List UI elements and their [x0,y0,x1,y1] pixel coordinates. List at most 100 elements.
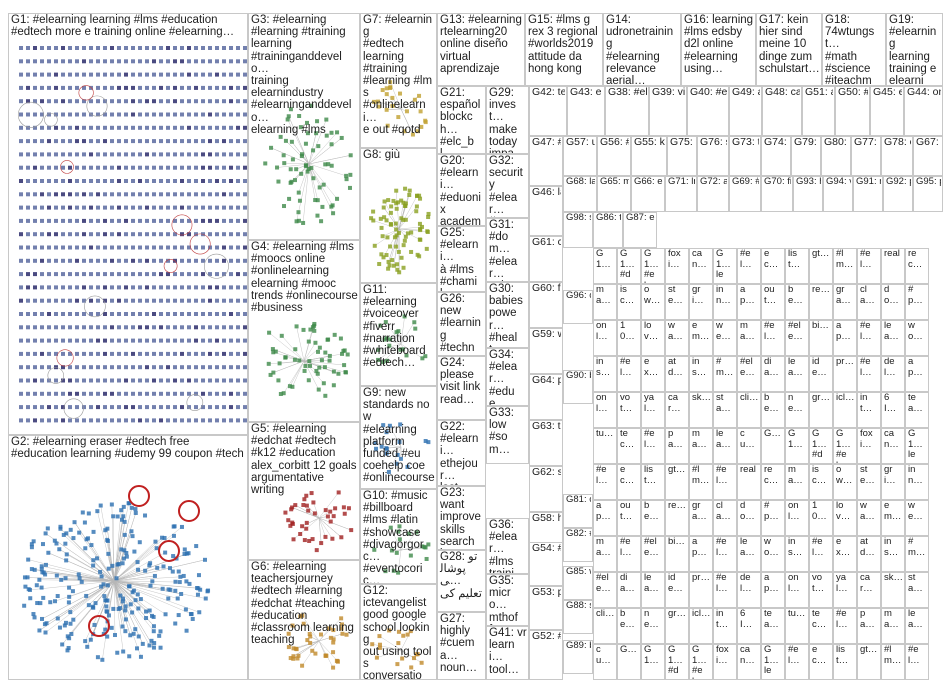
small-cluster[interactable]: tu… [785,608,809,644]
small-cluster[interactable]: inn… [713,284,737,320]
small-cluster[interactable]: 6 I… [737,608,761,644]
small-cluster[interactable]: ins… [785,536,809,572]
group-g46[interactable]: G46: latest daily… [529,186,563,236]
group-g32[interactable]: G32: security #elear… #teac… [486,154,529,218]
small-cluster[interactable]: #el… [785,644,809,680]
group-g17[interactable]: G17: kein hier sind meine 10 dinge zum s… [756,13,822,86]
small-cluster[interactable]: #ele… [785,320,809,356]
group-g91[interactable]: G91: met… [853,176,883,212]
group-g5[interactable]: G5: #elearning #edchat #edtech #k12 #edu… [248,422,360,560]
small-cluster[interactable]: foxi… [713,644,737,680]
small-cluster[interactable]: #el… [857,248,881,284]
small-cluster[interactable]: G1… #dy… [617,248,641,284]
group-g74[interactable]: G74: #ms lear… [761,136,791,176]
small-cluster[interactable]: inn… [905,464,929,500]
group-g53[interactable]: G53: price #ele… [529,586,563,630]
group-g23[interactable]: G23: want improve skills searchi… [437,486,486,550]
small-cluster[interactable]: gr… [665,608,689,644]
group-g10[interactable]: G11: #elearning #voiceover #fiverr #narr… [360,283,437,386]
small-cluster[interactable]: G1… #el… [689,644,713,680]
small-cluster[interactable]: ma… [881,608,905,644]
small-cluster[interactable]: re… [809,284,833,320]
group-g7[interactable]: G7: #elearning #edtech learning #trainin… [360,13,437,148]
small-cluster[interactable]: #lm… [881,644,905,680]
group-g75[interactable]: G75: #elh… invit… [667,136,697,176]
small-cluster[interactable]: G1… #el… [833,428,857,464]
group-g19[interactable]: G19: #elearning learning training e elea… [886,13,943,86]
group-g27[interactable]: G27: highly #cuema… noun… [437,612,486,680]
small-cluster[interactable]: wa… [665,320,689,356]
small-cluster[interactable]: ste… [857,464,881,500]
small-cluster[interactable]: #el… [713,464,737,500]
small-cluster[interactable]: list… [641,464,665,500]
small-cluster[interactable]: cla… [857,284,881,320]
small-cluster[interactable]: we… [905,500,929,536]
small-cluster[interactable]: #ele… [641,536,665,572]
small-cluster[interactable]: int… [857,392,881,428]
small-cluster[interactable]: G… [617,644,641,680]
group-g77[interactable]: G77: jenn… fem… [851,136,881,176]
group-g65[interactable]: G65: micr… [597,176,631,212]
small-cluster[interactable]: ap… [761,572,785,608]
group-g33[interactable]: G33: low #som… [486,406,529,464]
small-cluster[interactable]: ide… [809,356,833,392]
small-cluster[interactable]: cla… [713,500,737,536]
small-cluster[interactable]: #ele… [593,572,617,608]
small-cluster[interactable]: pr… [833,356,857,392]
small-cluster[interactable]: #p… [761,500,785,536]
group-g60[interactable]: G60: future eride… [529,282,563,328]
group-g38[interactable]: G38: #elear… online… [605,86,649,136]
small-cluster[interactable]: list… [785,248,809,284]
group-g86[interactable]: G86: take… [593,212,623,248]
small-cluster[interactable]: ins… [689,356,713,392]
small-cluster[interactable]: ma… [785,464,809,500]
small-cluster[interactable]: em… [689,320,713,356]
group-g48[interactable]: G48: case have… [762,86,802,136]
small-cluster[interactable]: cli… [737,392,761,428]
group-g79[interactable]: G79: really enjo… [791,136,821,176]
group-g4[interactable]: G4: #elearning #lms #moocs online #onlin… [248,240,360,422]
group-g12[interactable]: G12: ictevangelist good google school lo… [360,584,437,680]
small-cluster[interactable]: isc… [809,464,833,500]
small-cluster[interactable]: out… [761,284,785,320]
small-cluster[interactable]: cli… [593,608,617,644]
small-cluster[interactable]: tu… [593,428,617,464]
small-cluster[interactable]: #el… [617,536,641,572]
group-g25[interactable]: G25: #elearni… à #lms #chamil… [437,226,486,292]
group-g72[interactable]: G72: au… [697,176,729,212]
group-g14[interactable]: G14: udronetraining #elearning relevance… [603,13,681,86]
small-cluster[interactable]: G… [761,428,785,464]
group-g45[interactable]: G45: econ… #afri… [870,86,904,136]
small-cluster[interactable]: #m… [905,536,929,572]
group-g85[interactable]: G85: win… [563,566,593,600]
group-g43[interactable]: G43: e #soci… #ed… [567,86,605,136]
small-cluster[interactable]: pa… [665,428,689,464]
small-cluster[interactable]: real [737,464,761,500]
small-cluster[interactable]: em… [881,500,905,536]
group-g26[interactable]: G26: new #learning #techno… [437,292,486,356]
group-g11[interactable]: G10: #music #billboard #lms #latin #show… [360,489,437,584]
small-cluster[interactable]: ma… [593,536,617,572]
small-cluster[interactable]: lea… [713,428,737,464]
small-cluster[interactable]: #el… [809,536,833,572]
small-cluster[interactable]: car… [857,572,881,608]
group-g6[interactable]: G6: #elearning teachersjourney #edtech #… [248,560,360,680]
small-cluster[interactable]: ma… [737,320,761,356]
group-g54[interactable]: G54: #ele… out… [529,542,563,586]
small-cluster[interactable]: ma… [593,284,617,320]
small-cluster[interactable]: vot… [617,392,641,428]
small-cluster[interactable]: do… [881,284,905,320]
small-cluster[interactable]: gt… [665,464,689,500]
small-cluster[interactable]: gr… [809,392,833,428]
small-cluster[interactable]: int… [713,608,737,644]
small-cluster[interactable]: del… [881,356,905,392]
group-g28[interactable]: G28: تو پوشالی… تعلیم کی [437,550,486,612]
small-cluster[interactable]: vot… [809,572,833,608]
small-cluster[interactable]: G1… lea… [761,644,785,680]
small-cluster[interactable]: sk… [881,572,905,608]
small-cluster[interactable]: lea… [737,536,761,572]
small-cluster[interactable]: #el… [641,428,665,464]
group-g76[interactable]: G76: study whil… [697,136,729,176]
group-g30[interactable]: G30: babies power… #healt… [486,282,529,348]
small-cluster[interactable]: wo… [761,536,785,572]
